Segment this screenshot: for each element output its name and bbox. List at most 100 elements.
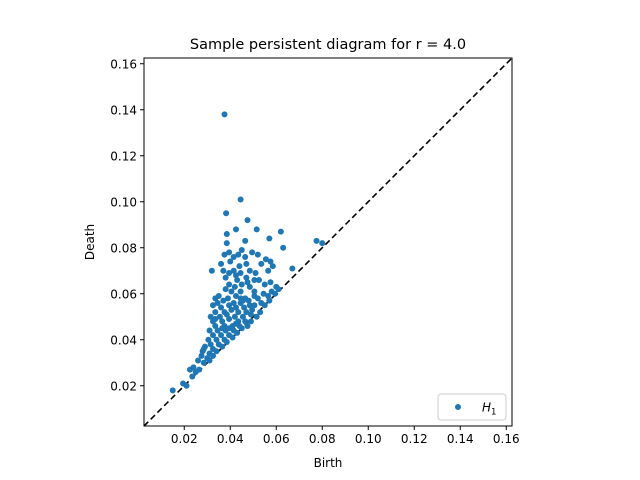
data-point [251,293,258,300]
chart-title: Sample persistent diagram for r = 4.0 [190,37,466,53]
data-point [244,279,251,286]
y-tick-label: 0.08 [110,241,137,255]
data-point [206,357,213,364]
data-point [319,240,326,247]
data-point [230,253,237,260]
data-point [226,270,233,277]
data-point [253,226,260,233]
y-tick-label: 0.14 [110,103,137,117]
y-tick-label: 0.06 [110,287,137,301]
data-point [242,237,249,244]
data-point [275,286,282,293]
data-point [236,263,243,270]
data-point [247,311,254,318]
data-point [251,288,258,295]
data-point [256,276,262,283]
data-point [207,313,214,320]
legend-marker [455,404,461,410]
data-point [237,288,244,295]
data-point [234,329,241,336]
data-point [239,313,246,320]
data-point [226,302,233,309]
data-point [244,217,251,224]
data-point [200,345,207,352]
data-point [261,281,268,288]
data-point [228,288,235,295]
data-point [313,237,320,244]
data-point [210,302,216,309]
data-point [267,279,274,286]
data-point [218,304,225,311]
data-point [219,343,226,350]
data-point [226,249,233,256]
data-point [192,368,199,375]
data-point [226,325,233,332]
data-point [198,352,205,359]
data-point [206,327,213,334]
data-point [246,283,253,290]
data-point [226,316,233,323]
data-point [262,256,269,263]
data-point [252,270,259,277]
y-tick-label: 0.04 [110,333,137,347]
data-point [212,322,219,329]
data-point [265,267,272,274]
data-point [223,240,230,247]
data-point [249,306,256,313]
data-point [216,313,223,320]
data-point [223,230,230,237]
data-point [230,267,237,274]
y-tick-label: 0.16 [110,57,137,71]
data-point [234,276,241,283]
data-point [238,325,245,332]
data-point [244,322,251,329]
data-point [237,196,244,203]
x-tick-label: 0.12 [401,432,428,446]
data-point [251,302,258,309]
data-point [289,265,296,272]
data-point [246,302,253,309]
x-tick-label: 0.06 [263,432,290,446]
data-point [267,258,274,265]
data-point [222,274,229,281]
legend-box [437,393,507,421]
data-point [280,244,287,251]
data-point [245,297,252,304]
data-point [266,235,273,242]
data-point [243,309,250,316]
data-point [241,304,248,311]
data-point [219,318,226,325]
data-point [212,316,219,323]
data-point [213,348,220,355]
data-point [187,366,193,373]
data-point [210,332,216,339]
data-point [254,251,261,258]
data-point [200,359,207,366]
y-tick-label: 0.02 [110,379,137,393]
data-point [223,210,230,217]
y-tick-label: 0.10 [110,195,137,209]
data-point [243,274,250,281]
data-point [253,313,260,320]
x-tick-label: 0.02 [171,432,198,446]
data-point [231,313,238,320]
data-point [223,339,230,346]
data-point [214,299,221,306]
data-point [266,297,273,304]
data-point [227,258,234,265]
data-point [258,260,265,267]
data-point [238,281,245,288]
data-point [224,295,231,302]
data-point [238,247,245,254]
data-point [237,270,244,277]
data-point [242,253,249,260]
data-point [233,293,239,300]
data-point [195,357,202,364]
x-tick-label: 0.16 [493,432,520,446]
data-point [272,290,279,297]
data-point [220,267,227,274]
data-point [243,260,250,267]
data-point [213,336,220,343]
data-point [233,320,239,327]
data-point [269,263,276,270]
